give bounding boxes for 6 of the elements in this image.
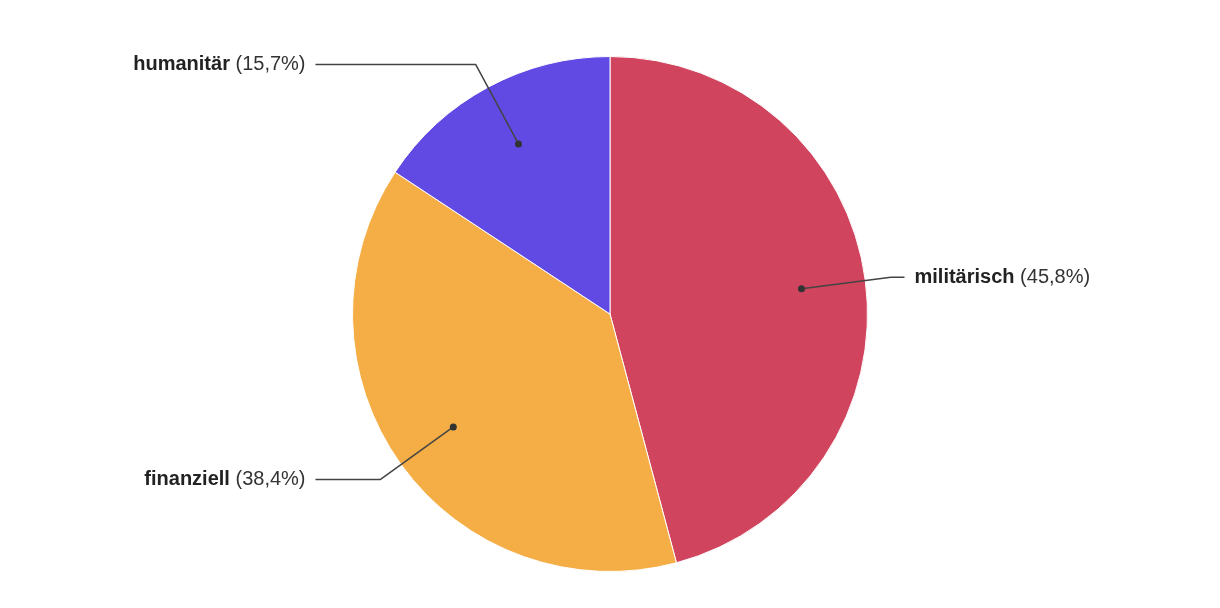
data-label: (45,8%) — [1020, 264, 1091, 287]
data-label: (38,4%) — [235, 467, 306, 490]
slice-label: militärisch — [914, 264, 1021, 287]
slice-label: finanziell — [144, 467, 236, 490]
slice-label: humanitär — [133, 52, 236, 75]
data-label: (15,7%) — [235, 52, 306, 75]
